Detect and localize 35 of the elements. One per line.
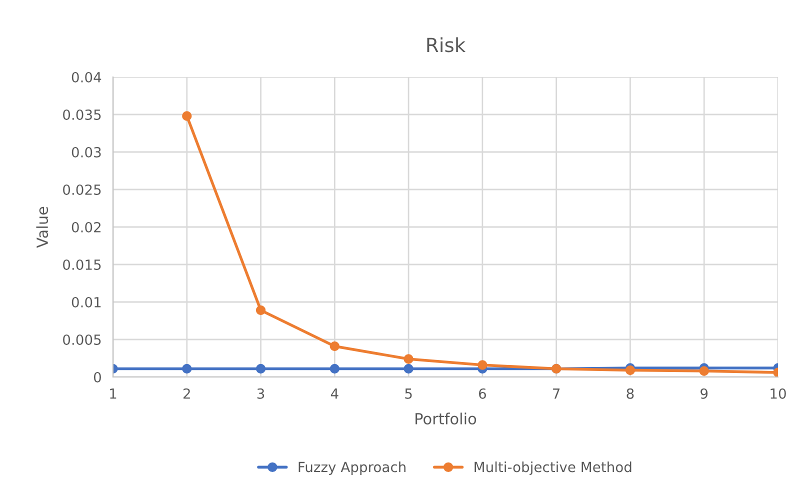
x-tick-label: 7 <box>553 388 560 399</box>
point <box>404 354 414 364</box>
x-axis-title: Portfolio <box>416 412 476 424</box>
x-tick-label: 9 <box>700 388 708 399</box>
x-tick-label: 4 <box>330 388 338 399</box>
y-tick-label: 0.03 <box>72 146 101 158</box>
x-tick-label: 2 <box>183 388 190 399</box>
point <box>404 364 414 374</box>
chart-title: Risk <box>427 37 466 52</box>
y-tick-label: 0.01 <box>72 296 101 308</box>
x-tick-label: 5 <box>405 388 412 399</box>
point <box>182 364 192 374</box>
point <box>330 364 340 374</box>
y-tick-label: 0 <box>94 372 101 382</box>
legend-label: Fuzzy Approach <box>298 462 406 475</box>
x-tick-label: 10 <box>770 388 786 399</box>
point <box>478 360 488 370</box>
x-tick-label: 8 <box>626 388 634 399</box>
x-tick-label: 3 <box>257 388 264 399</box>
legend-label: Multi-objective Method <box>474 462 632 475</box>
y-tick-label: 0.04 <box>72 72 102 82</box>
point <box>182 111 192 121</box>
y-axis-title: Value <box>36 206 48 248</box>
y-tick-label: 0.005 <box>63 334 101 345</box>
y-tick-label: 0.015 <box>63 259 101 270</box>
y-tick-label: 0.035 <box>63 109 101 120</box>
y-tick-label: 0.025 <box>63 184 101 195</box>
point <box>330 341 340 352</box>
point <box>256 305 266 316</box>
point <box>699 366 709 376</box>
y-tick-label: 0.02 <box>72 222 100 232</box>
x-tick-label: 1 <box>110 388 116 399</box>
x-tick-label: 6 <box>478 388 486 399</box>
point <box>625 365 636 376</box>
point <box>256 364 266 374</box>
